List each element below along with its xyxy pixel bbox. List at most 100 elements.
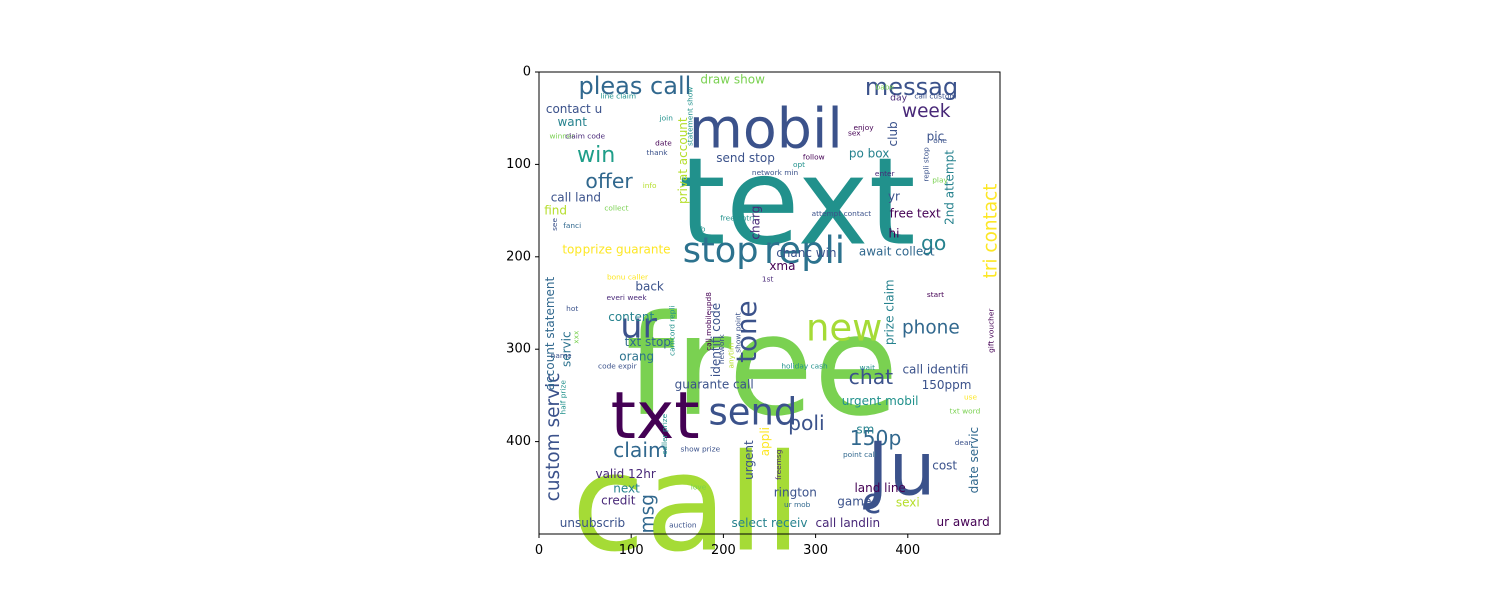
word-collect: collect — [604, 203, 628, 212]
word-sexi: sexi — [896, 496, 920, 510]
word-wait: wait — [859, 363, 875, 372]
word-privat-account: privat account — [676, 117, 690, 204]
word-send: send — [708, 391, 797, 434]
y-tick-label: 0 — [523, 65, 531, 80]
word-xxx: xxx — [571, 330, 580, 344]
x-axis: 0 100 200 300 400 — [535, 534, 920, 558]
word-win: win — [577, 142, 615, 168]
word-start: start — [927, 290, 944, 299]
word-cost: cost — [932, 459, 957, 473]
word-credit: credit — [601, 494, 636, 508]
word-babe: babe — [876, 82, 895, 91]
word-enjoy: enjoy — [853, 123, 874, 132]
word-week: week — [902, 101, 951, 122]
word-network-min: network min — [752, 168, 799, 177]
word-content: content — [608, 310, 654, 324]
word-go: go — [921, 231, 946, 255]
word-urgent: urgent — [742, 440, 756, 480]
word-guarante-call: guarante call — [675, 377, 754, 391]
word-contact-u: contact u — [546, 102, 602, 116]
word-valid-12hr: valid 12hr — [595, 467, 655, 481]
word-prize-claim: prize claim — [882, 279, 896, 345]
word-next: next — [613, 482, 640, 496]
word-fanci: fanci — [563, 221, 581, 230]
axes-frame — [538, 71, 1001, 535]
word-free: free — [625, 285, 898, 447]
word-opt: opt — [793, 160, 805, 169]
y-tick-label: 300 — [506, 342, 531, 357]
word-orang: orang — [619, 350, 654, 364]
y-tick-label: 200 — [506, 249, 531, 264]
word-150ppm: 150ppm — [922, 378, 972, 392]
word-identifi-code: identifi code — [709, 303, 723, 377]
word-bonu-caller: bonu caller — [607, 273, 649, 282]
word-c: c — [862, 481, 881, 522]
word-attempt-contact: attempt contact — [812, 209, 872, 218]
word-appli: appli — [758, 427, 772, 456]
word-club: club — [886, 121, 900, 146]
word-show-point: show point — [734, 312, 743, 352]
word-unsubscrib: unsubscrib — [560, 516, 625, 530]
y-tick-label: 400 — [506, 434, 531, 449]
word-call-land: call land — [551, 191, 601, 205]
word-hot: hot — [566, 304, 578, 313]
word-call-landlin: call landlin — [816, 516, 881, 530]
word-pic: pic — [927, 130, 945, 144]
word-account-statement: account statement — [543, 276, 557, 390]
word-prize-guarante: prize guarante — [583, 242, 671, 256]
word-msg: msg — [637, 494, 658, 533]
y-axis: 0 100 200 300 400 — [506, 65, 539, 449]
word-tri-contact: tri contact — [980, 183, 1001, 278]
word-show-prize: show prize — [681, 444, 721, 453]
word-repli-stop: repli stop — [922, 147, 931, 182]
word-free-text: free text — [890, 206, 941, 220]
word-love: love — [691, 482, 707, 491]
word-repli: repli — [764, 229, 845, 272]
word-call: call — [571, 426, 801, 582]
word-camcord-repli: camcord repli — [667, 305, 676, 355]
word-poli: poli — [788, 411, 825, 435]
word-point-call: point call — [843, 450, 877, 459]
word-enter: enter — [875, 169, 896, 178]
word-servic: servic — [560, 331, 574, 367]
word-txt-stop: txt stop — [625, 335, 671, 349]
word-chat: chat — [849, 365, 893, 389]
word-select-receiv: select receiv — [732, 516, 808, 530]
word-want: want — [557, 115, 587, 129]
word-charg: charg — [749, 206, 763, 240]
word-sm: sm — [856, 423, 874, 437]
word-urgent-mobil: urgent mobil — [842, 394, 919, 408]
word-2nd-attempt: 2nd attempt — [942, 150, 956, 225]
word-join: join — [659, 114, 674, 123]
word-everi-week: everi week — [606, 293, 647, 302]
word-call-identifi: call identifi — [902, 363, 968, 377]
word-draw-show: draw show — [700, 72, 765, 86]
word-freemsg: freemsg — [774, 449, 783, 480]
word-stop: stop — [683, 230, 759, 271]
word-custom-servic: custom servic — [543, 373, 564, 502]
word-claim: claim — [613, 438, 668, 462]
x-tick-label: 400 — [895, 543, 920, 558]
word-find: find — [544, 204, 567, 218]
word-b: b — [701, 225, 706, 234]
word-txt: txt — [611, 379, 700, 454]
word-game: game — [837, 495, 871, 509]
word-call-custom: call custom — [914, 92, 956, 101]
word-txt-word: txt word — [950, 407, 981, 416]
word-sex: sex — [848, 128, 861, 137]
word-thank: thank — [647, 148, 669, 157]
word-xma: xma — [769, 259, 795, 273]
word-see: see — [550, 218, 559, 231]
word-text: text — [679, 134, 916, 273]
word-info: info — [643, 181, 657, 190]
word-one: one — [933, 136, 947, 145]
word-tone: tone — [730, 300, 763, 362]
word-date-servic: date servic — [967, 427, 981, 493]
word-Ju: Ju — [863, 426, 936, 512]
x-tick-label: 200 — [711, 543, 736, 558]
word-mobil: mobil — [689, 97, 843, 161]
word-ur-award: ur award — [937, 515, 990, 529]
y-tick-label: 100 — [506, 157, 531, 172]
axes-background — [539, 72, 1000, 534]
